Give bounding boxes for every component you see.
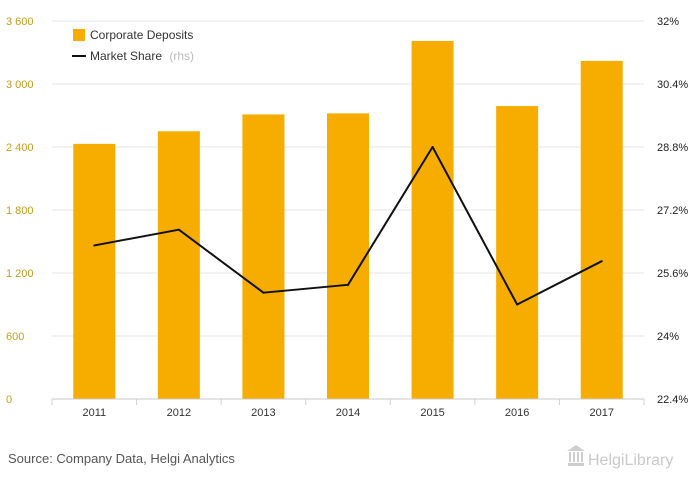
left-axis-tick-label: 1 800	[6, 205, 34, 217]
x-axis-tick-label: 2017	[589, 407, 613, 419]
point-market-share	[93, 244, 96, 247]
right-axis-tick-label: 27.2%	[657, 205, 688, 217]
point-market-share	[347, 283, 349, 286]
helgi-library-logo: HelgiLibrary	[567, 445, 673, 469]
x-axis-tick-label: 2012	[167, 407, 191, 419]
point-market-share	[262, 291, 265, 294]
legend-label-market-share-group: Market Share (rhs)	[90, 49, 194, 63]
point-market-share	[600, 260, 603, 263]
right-axis-tick-label: 24%	[657, 331, 679, 343]
right-axis-tick-label: 32%	[657, 16, 679, 28]
bar-corporate-deposits	[411, 40, 454, 399]
source-note: Source: Company Data, Helgi Analytics	[8, 451, 235, 466]
library-building-icon	[567, 445, 585, 466]
bar-corporate-deposits	[157, 131, 200, 399]
left-axis-tick-label: 600	[6, 331, 24, 343]
legend: Corporate Deposits Market Share (rhs)	[72, 28, 194, 63]
left-axis-tick-label: 0	[6, 394, 12, 406]
x-axis-tick-label: 2015	[420, 407, 444, 419]
line-layer	[93, 146, 603, 306]
bar-corporate-deposits	[580, 60, 623, 400]
x-axis-tick-label: 2013	[251, 407, 275, 419]
x-axis-tick-label: 2016	[505, 407, 529, 419]
bar-corporate-deposits	[327, 113, 369, 400]
point-market-share	[177, 228, 180, 231]
right-axis-tick-label: 22.4%	[657, 394, 688, 406]
bar-corporate-deposits	[242, 114, 285, 399]
right-axis-tick-label: 30.4%	[657, 79, 688, 91]
brand-name: HelgiLibrary	[588, 452, 673, 469]
x-axis-tick-label: 2014	[336, 407, 360, 419]
left-axis-tick-label: 2 400	[6, 142, 34, 154]
legend-swatch-corporate-deposits	[73, 29, 85, 41]
bar-corporate-deposits	[73, 143, 116, 399]
right-axis-tick-label: 25.6%	[657, 268, 688, 280]
point-market-share	[516, 303, 519, 306]
legend-label-market-share: Market Share	[90, 49, 162, 63]
left-axis-tick-label: 3 000	[6, 79, 34, 91]
x-axis-tick-label: 2011	[82, 407, 106, 419]
bar-corporate-deposits	[496, 106, 539, 400]
point-market-share	[431, 146, 434, 148]
legend-label-rhs: (rhs)	[169, 49, 194, 63]
legend-label-corporate-deposits: Corporate Deposits	[90, 28, 193, 42]
left-axis-tick-label: 3 600	[6, 16, 34, 28]
right-axis-tick-label: 28.8%	[657, 142, 688, 154]
bars-layer	[73, 40, 623, 400]
left-axis-tick-label: 1 200	[6, 268, 34, 280]
axis-layer: 0 600 1 200 1 800 2 400 3 000 3 600 22.4% 24% 25.…	[6, 16, 688, 419]
